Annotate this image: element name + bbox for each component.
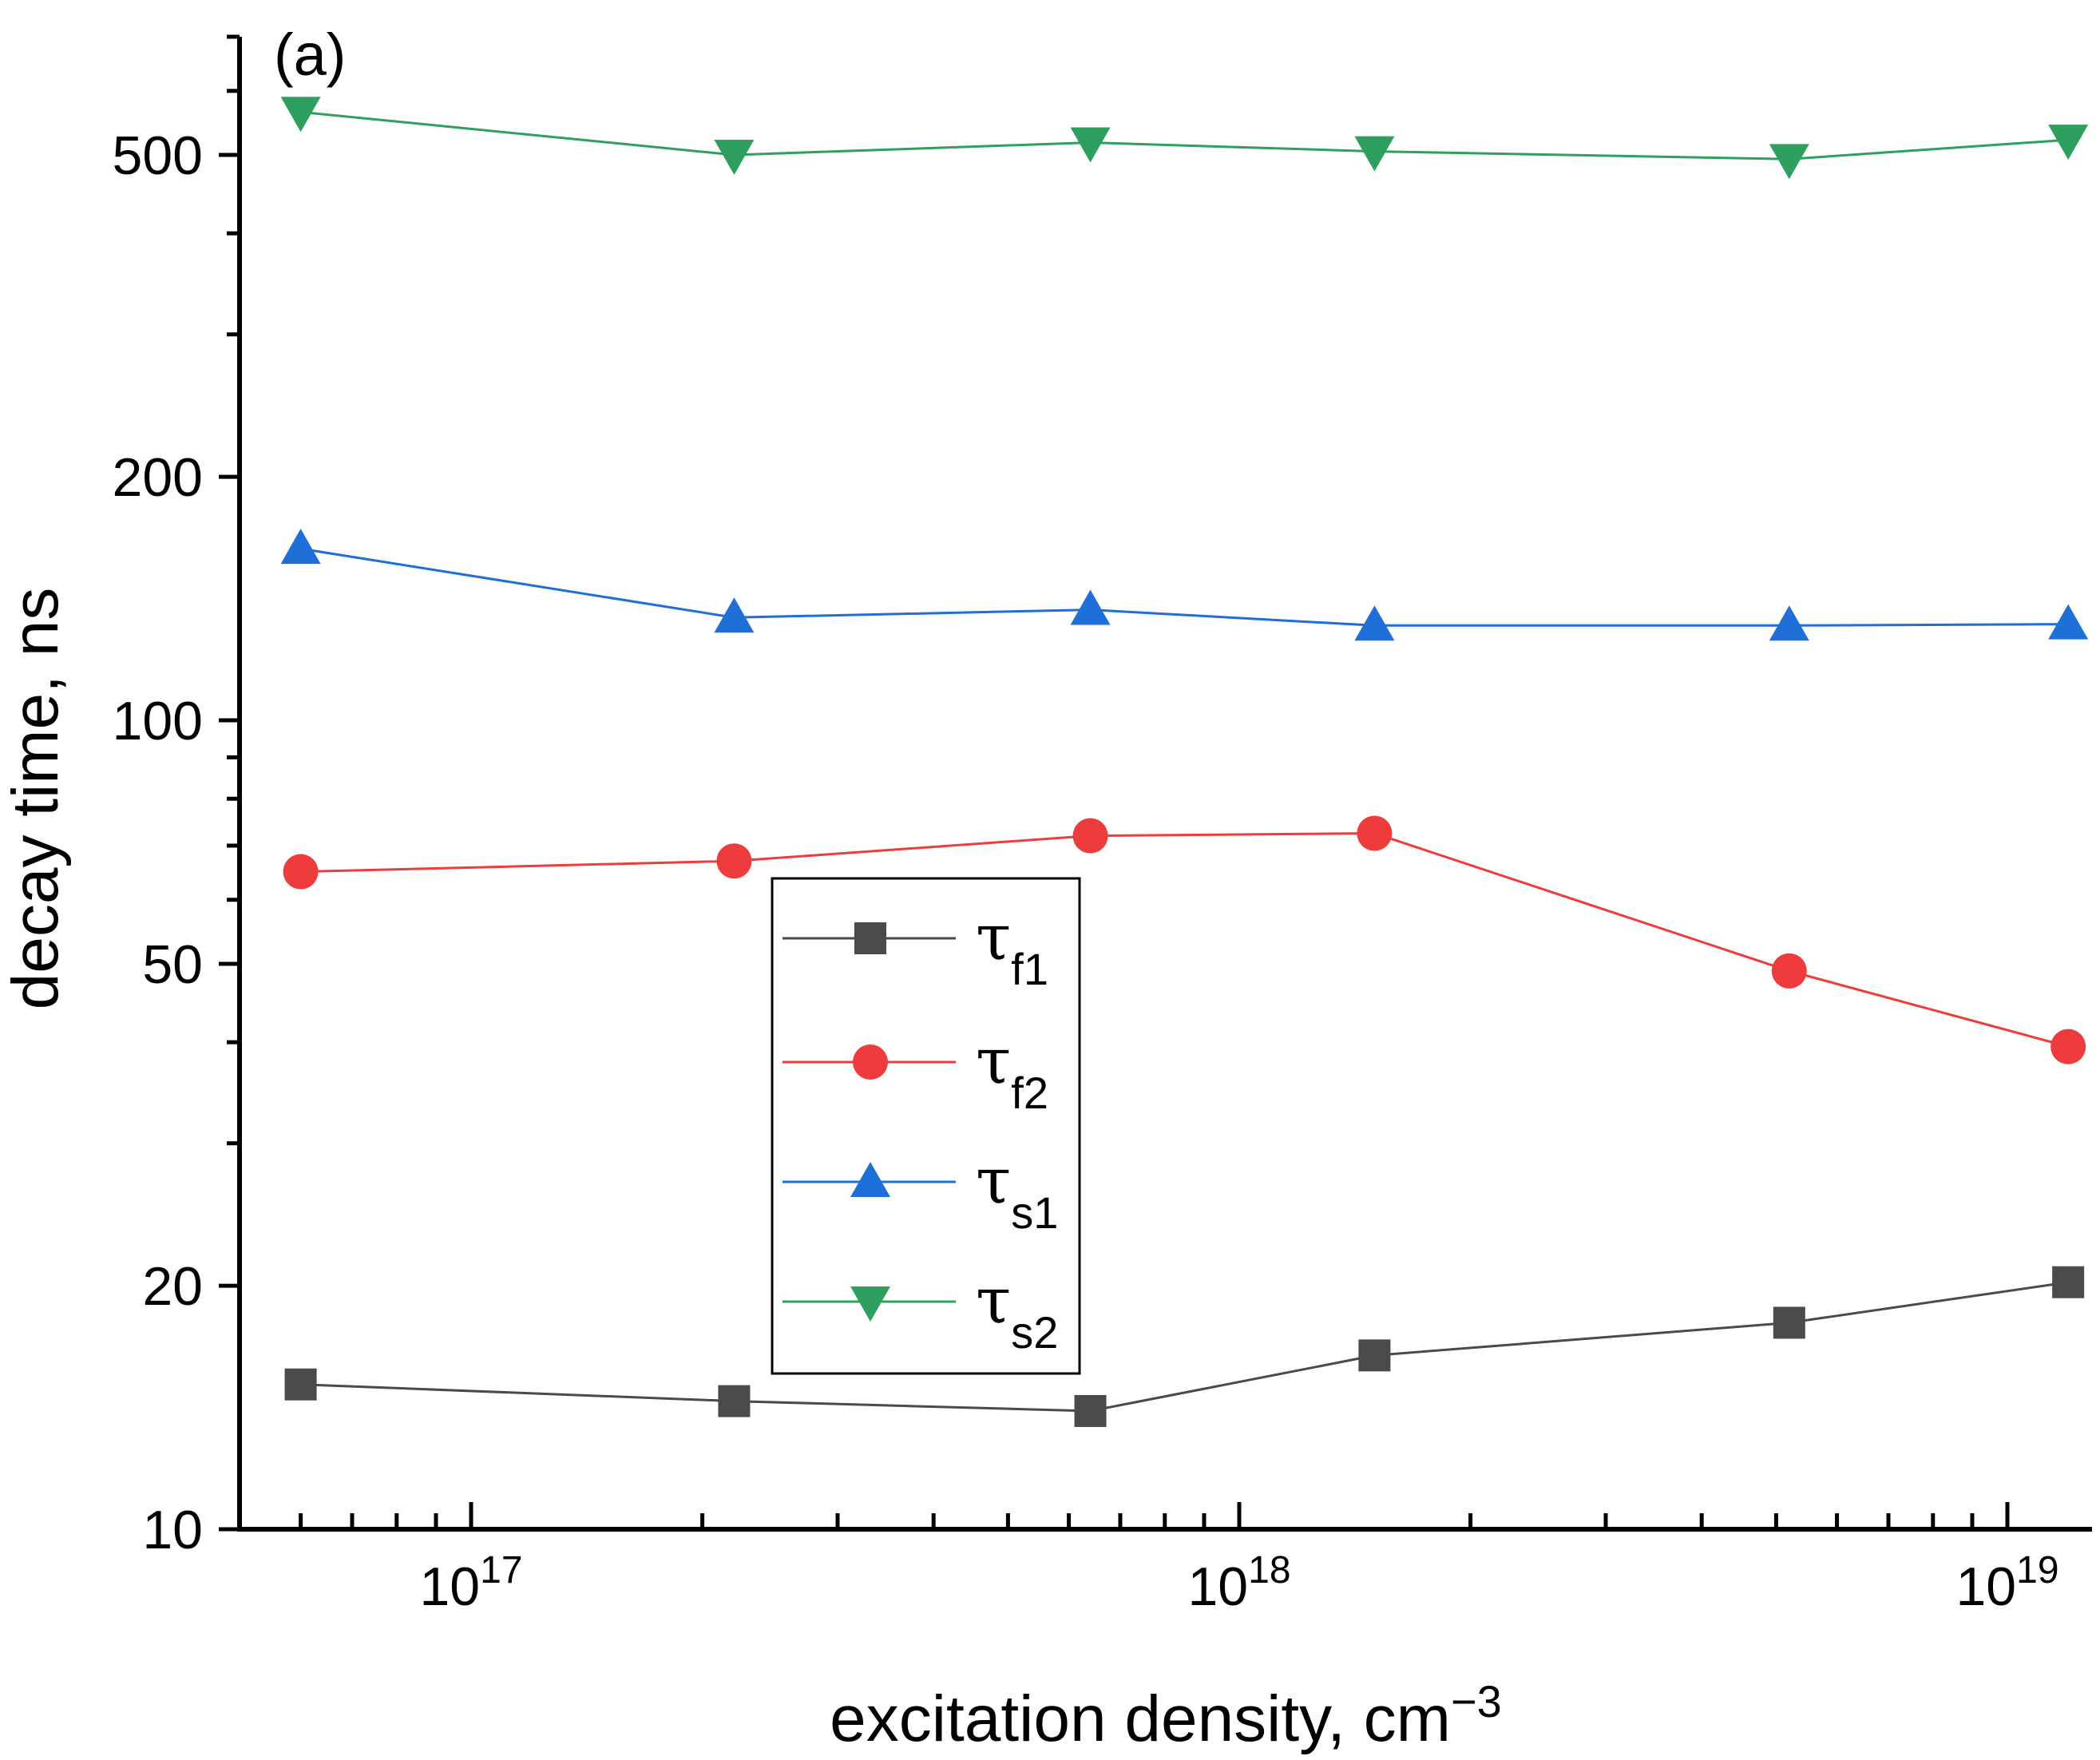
legend-marker [854, 922, 886, 954]
data-point-f2 [1771, 953, 1807, 989]
legend-marker [853, 1045, 888, 1080]
x-axis-title: excitation density, cm−3 [830, 1676, 1502, 1755]
x-tick-label: 1017 [419, 1549, 522, 1617]
series-s1 [280, 529, 2089, 641]
legend-item-s2: τs2 [783, 1263, 1058, 1358]
data-point-s2 [1769, 144, 1809, 180]
legend-item-f1: τf1 [783, 900, 1048, 994]
x-tick-label: 1019 [1955, 1549, 2058, 1617]
data-point-s2 [2048, 125, 2089, 161]
series-f2 [283, 815, 2086, 1064]
data-point-s2 [1354, 136, 1395, 172]
plot-series [280, 97, 2089, 1427]
y-tick-label: 200 [113, 447, 203, 508]
y-axis-title: decay time, ns [0, 588, 72, 1010]
x-tick-label: 1018 [1187, 1549, 1290, 1617]
series-line-s1 [300, 547, 2069, 627]
data-point-f1 [1773, 1306, 1805, 1339]
data-point-f1 [1074, 1394, 1107, 1427]
y-tick-label: 20 [142, 1256, 203, 1317]
data-point-f1 [718, 1385, 751, 1417]
series-line-f1 [300, 1281, 2069, 1413]
data-point-s2 [280, 97, 321, 133]
data-point-s1 [714, 597, 755, 633]
y-tick-label: 50 [142, 934, 203, 995]
panel-label: (a) [274, 22, 346, 88]
data-point-f2 [716, 843, 752, 879]
data-point-s1 [1354, 605, 1395, 641]
data-point-s2 [1070, 127, 1111, 163]
y-ticks [219, 34, 240, 1532]
legend-item-s1: τs1 [783, 1144, 1058, 1238]
y-tick-labels: 10 20 50 100 200 500 [113, 125, 203, 1560]
data-point-f2 [283, 854, 319, 890]
data-point-s2 [714, 140, 755, 176]
legend-item-f2: τf2 [783, 1024, 1048, 1118]
data-point-f2 [1072, 818, 1108, 854]
series-s2 [280, 97, 2089, 180]
legend-box [771, 877, 1081, 1375]
y-tick-label: 500 [113, 125, 203, 186]
data-point-f1 [1358, 1339, 1391, 1372]
legend-label: τf1 [976, 900, 1048, 994]
data-point-f1 [2052, 1266, 2085, 1298]
legend-label: τf2 [976, 1024, 1048, 1118]
axes [237, 37, 2092, 1532]
data-point-s1 [280, 529, 321, 565]
x-axis-title-text: excitation density, cm [830, 1683, 1451, 1755]
legend-marker [850, 1286, 890, 1322]
y-tick-label: 100 [113, 691, 203, 751]
data-point-s1 [2048, 604, 2089, 640]
series-line-s2 [300, 110, 2069, 161]
x-ticks [237, 1502, 2010, 1529]
data-point-f2 [1357, 815, 1393, 851]
legend: τf1 τf2 τs1 τs2 [771, 877, 1081, 1375]
y-tick-label: 10 [142, 1500, 203, 1560]
legend-marker [850, 1162, 890, 1197]
data-point-f1 [284, 1368, 317, 1401]
legend-label: τs2 [976, 1263, 1058, 1358]
data-point-s1 [1769, 605, 1809, 641]
data-point-s1 [1070, 589, 1111, 625]
series-f1 [284, 1266, 2085, 1427]
series-line-f2 [300, 831, 2069, 1048]
data-point-f2 [2050, 1029, 2086, 1064]
x-axis-title-sup: −3 [1451, 1676, 1502, 1726]
x-tick-labels: 1017 1018 1019 [419, 1549, 2058, 1617]
legend-label: τs1 [976, 1144, 1058, 1238]
